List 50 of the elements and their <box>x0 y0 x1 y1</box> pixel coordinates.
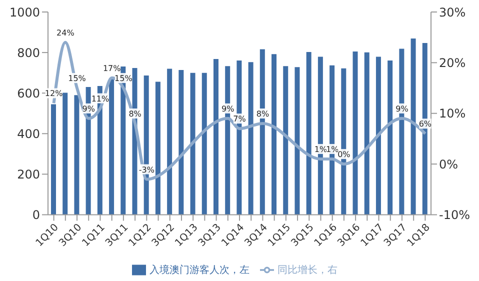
bar <box>364 52 370 215</box>
y-tick-label: 600 <box>17 86 40 100</box>
y2-tick-label: 20% <box>439 56 466 70</box>
data-label: 6% <box>418 120 432 129</box>
bar <box>283 66 288 215</box>
y2-tick-label: 30% <box>439 5 466 20</box>
bar <box>109 78 114 215</box>
bar <box>352 52 358 215</box>
y-tick-label: 800 <box>17 46 40 60</box>
data-label: 24% <box>56 28 75 38</box>
bar <box>178 70 184 215</box>
data-label: 8% <box>256 110 270 119</box>
bar <box>167 68 172 215</box>
y-tick-label: 0 <box>32 208 40 222</box>
data-label: 0% <box>338 150 351 160</box>
bar <box>410 38 416 215</box>
data-label: 15% <box>68 74 86 84</box>
data-label: 1% <box>326 144 340 154</box>
data-label: 12% <box>44 89 64 98</box>
bar <box>294 67 300 215</box>
bar <box>155 82 160 215</box>
bar <box>74 95 80 215</box>
bar <box>190 72 196 215</box>
y-tick-label: 1000 <box>9 5 40 20</box>
data-label: 9% <box>82 104 96 114</box>
bar <box>62 92 68 215</box>
data-label: 8% <box>128 110 142 119</box>
y-tick-label: 400 <box>17 126 40 141</box>
data-label: 7% <box>233 114 246 124</box>
y-tick-label: 200 <box>17 167 40 182</box>
bar <box>202 72 207 215</box>
data-label: 9% <box>222 104 235 114</box>
data-label: 11% <box>91 94 110 104</box>
y2-tick-label: 10% <box>439 106 466 121</box>
data-label: 9% <box>396 104 409 114</box>
bar <box>51 104 56 215</box>
data-label: 1% <box>314 144 328 154</box>
bar <box>272 54 277 215</box>
bar <box>213 59 218 215</box>
y2-tick-label: 0% <box>439 157 458 172</box>
data-label: -3% <box>138 165 155 174</box>
data-label: 17% <box>102 64 122 73</box>
bar <box>306 52 312 215</box>
bar <box>248 62 254 215</box>
legend-label: 同比增长，右 <box>278 264 338 276</box>
bar <box>376 56 381 215</box>
y2-tick-label: -10% <box>439 208 470 222</box>
legend-label: 入境澳门游客人次，左 <box>150 264 250 276</box>
bar <box>388 60 393 215</box>
data-label: 15% <box>114 74 133 84</box>
